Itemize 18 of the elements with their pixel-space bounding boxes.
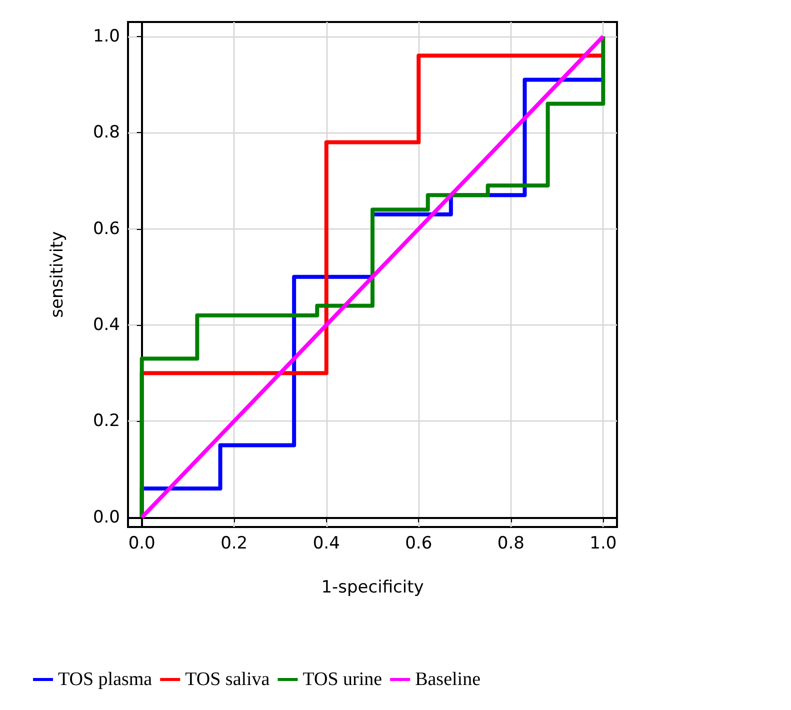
y-tick-label: 0.6: [92, 218, 120, 239]
y-tick-label: 1.0: [92, 26, 120, 46]
legend-label: TOS saliva: [185, 669, 270, 690]
x-tick-label: 0.0: [128, 534, 156, 554]
y-tick-label: 0.0: [92, 507, 120, 528]
legend-label: Baseline: [415, 669, 481, 690]
y-axis-title: sensitivity: [48, 231, 68, 318]
x-tick-label: 0.8: [497, 534, 524, 554]
y-tick-label: 0.2: [92, 411, 120, 432]
legend-label: TOS plasma: [58, 669, 153, 690]
x-tick-label: 0.6: [405, 534, 432, 554]
x-axis-title: 1-specificity: [321, 578, 424, 598]
y-tick-label: 0.4: [92, 315, 120, 335]
x-tick-label: 0.2: [220, 534, 248, 554]
x-tick-label: 0.4: [312, 534, 340, 554]
legend-label: TOS urine: [302, 669, 382, 690]
y-tick-label: 0.8: [92, 122, 120, 143]
x-tick-label: 1.0: [590, 534, 617, 554]
